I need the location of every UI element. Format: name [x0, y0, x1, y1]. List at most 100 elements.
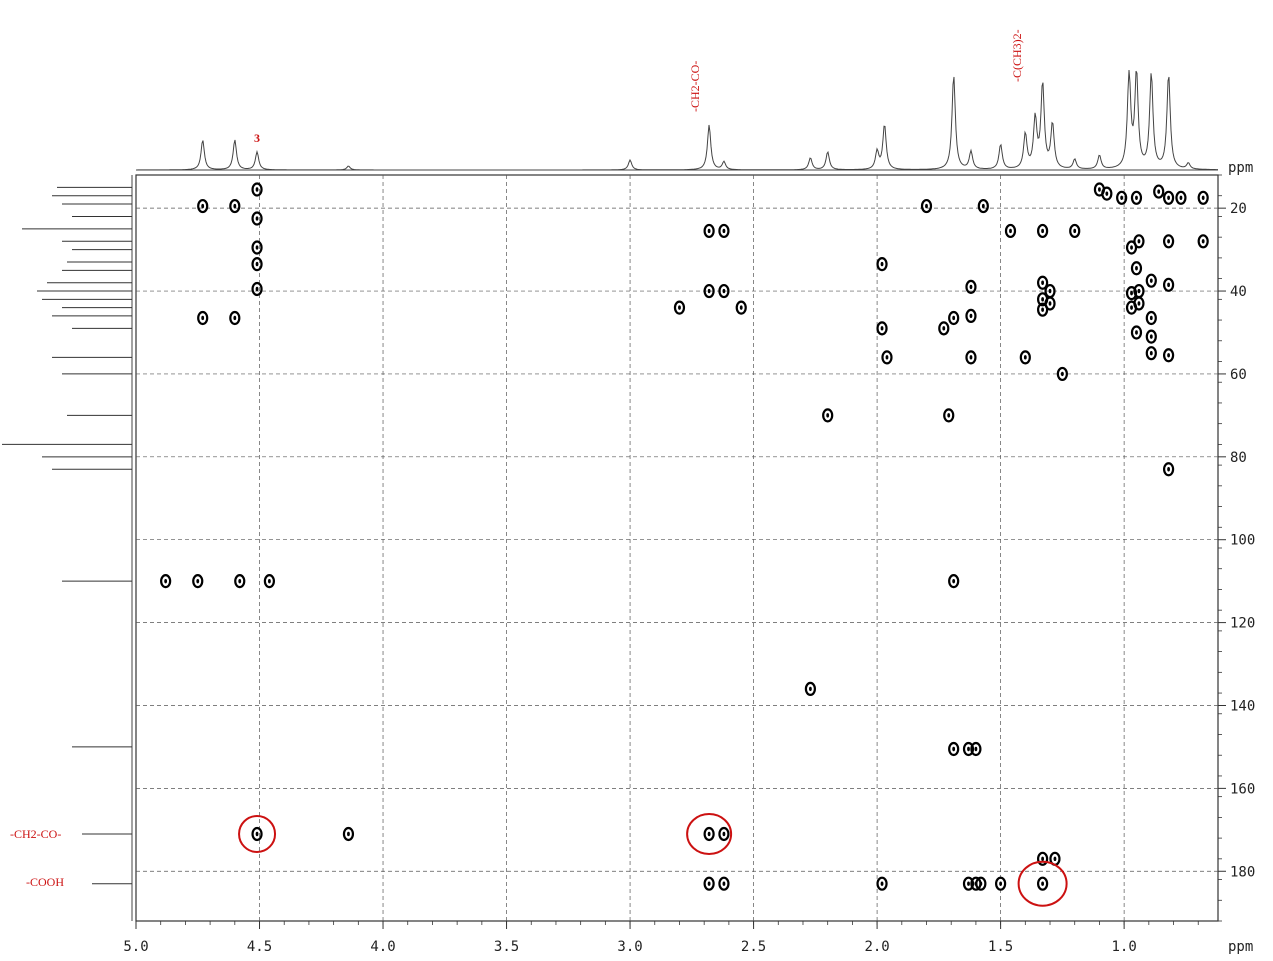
- y-tick-label: 80: [1230, 450, 1247, 466]
- cross-peak: [703, 283, 715, 299]
- cross-peak: [251, 182, 263, 197]
- cross-peak-core: [255, 216, 259, 221]
- cross-peak: [881, 350, 893, 365]
- cross-peak-core: [808, 686, 812, 692]
- cross-peak-core: [952, 578, 956, 584]
- cross-peak: [1044, 296, 1056, 311]
- cross-peak-core: [981, 203, 985, 209]
- x-axis-unit-label: ppm: [1228, 939, 1253, 955]
- annotation-cch3-proton: -C(CH3)2-: [1010, 29, 1024, 82]
- cross-peak: [1175, 190, 1187, 205]
- cross-peak: [1153, 184, 1165, 199]
- cross-peak: [1125, 286, 1138, 301]
- proton-projection-spectrum: [136, 69, 1218, 171]
- cross-peak-core: [1053, 856, 1057, 862]
- cross-peak-core: [1130, 305, 1133, 310]
- cross-peak-core: [1167, 353, 1170, 358]
- y-tick-label: 120: [1230, 616, 1255, 632]
- cross-peak: [962, 741, 975, 757]
- cross-peak: [735, 300, 747, 315]
- highlight-circle: [238, 814, 277, 853]
- cross-peak-core: [1135, 266, 1138, 271]
- cross-peak-core: [1009, 228, 1012, 234]
- cross-peak-core: [739, 305, 743, 310]
- x-tick-label: 1.0: [1111, 939, 1136, 955]
- annotation-ch2co-proton: -CH2-CO-: [688, 61, 702, 112]
- cross-peak-core: [722, 228, 726, 234]
- cross-peak-core: [925, 203, 928, 209]
- cross-peak-core: [885, 355, 889, 360]
- x-tick-label: 4.0: [370, 939, 395, 955]
- cross-peak-core: [969, 313, 973, 319]
- y-tick-label: 100: [1230, 533, 1255, 549]
- cross-peak: [977, 198, 989, 214]
- cross-peak-core: [1179, 195, 1183, 200]
- cross-peak-core: [969, 355, 973, 360]
- plot-frame: [135, 174, 1219, 922]
- cross-peak-core: [880, 881, 884, 886]
- cross-peak-core: [1041, 280, 1045, 285]
- cross-peak: [1037, 275, 1049, 290]
- cross-peak-core: [255, 261, 259, 267]
- cross-peak-core: [255, 245, 259, 250]
- cross-peak-core: [1149, 278, 1153, 283]
- axes: 5.0 4.5 4.0 3.5 3.0 2.5 2.0 1.5 1.0 20 40 60 80 100 12…: [123, 174, 1255, 955]
- cross-peak: [229, 310, 241, 326]
- cross-peak-core: [969, 284, 973, 290]
- cross-peak: [251, 240, 263, 255]
- cross-peak: [718, 876, 730, 891]
- cross-peak: [1145, 329, 1157, 344]
- cross-peak: [718, 283, 730, 299]
- cross-peak: [1019, 350, 1031, 365]
- cross-peak: [1162, 234, 1175, 249]
- y-axis-unit-label: ppm: [1228, 160, 1253, 176]
- y-tick-label: 140: [1230, 698, 1255, 714]
- cross-peak-core: [1073, 228, 1077, 234]
- cross-peak: [975, 876, 987, 891]
- cross-peak: [1069, 223, 1081, 239]
- cross-peak: [948, 574, 960, 589]
- cross-peak: [804, 681, 816, 697]
- cross-peak-core: [1060, 371, 1064, 377]
- cross-peak-core: [233, 315, 237, 321]
- cross-peak: [965, 350, 977, 365]
- cross-peak-core: [1137, 239, 1141, 244]
- cross-peak-core: [1201, 195, 1205, 200]
- cross-peak-core: [201, 203, 205, 209]
- cross-peak: [197, 198, 209, 214]
- cross-peak-core: [255, 187, 259, 192]
- cross-peak: [943, 408, 955, 423]
- cross-peak-core: [1048, 288, 1052, 294]
- highlight-circle: [686, 812, 733, 855]
- cross-peak-core: [880, 326, 884, 331]
- cross-peak-core: [942, 326, 946, 331]
- cross-peak-core: [1137, 301, 1141, 306]
- cross-peak: [1162, 277, 1175, 292]
- cross-peak: [160, 574, 172, 589]
- x-tick-label: 4.5: [247, 939, 272, 955]
- cross-peak: [342, 826, 355, 842]
- cross-peak-core: [233, 203, 237, 209]
- y-tick-label: 60: [1230, 367, 1247, 383]
- cross-peak: [703, 223, 715, 239]
- cross-peak-core: [1041, 297, 1045, 302]
- cross-peak-core: [1023, 355, 1027, 360]
- y-tick-label: 20: [1230, 201, 1247, 217]
- cross-peak: [703, 876, 715, 891]
- cross-peak: [1130, 190, 1143, 205]
- cross-peak: [703, 826, 715, 842]
- cross-peak: [1197, 190, 1209, 205]
- x-tick-label: 2.5: [741, 939, 766, 955]
- grid-lines: [136, 175, 1218, 921]
- cross-peak-core: [979, 881, 983, 886]
- cross-peak-core: [1041, 228, 1045, 234]
- cross-peak-core: [196, 578, 200, 584]
- cross-peak: [920, 198, 933, 214]
- cross-peak-core: [1149, 334, 1153, 339]
- cross-peak: [251, 257, 263, 272]
- cross-peak-core: [722, 881, 726, 886]
- cross-peak-core: [255, 831, 259, 837]
- y-tick-label: 40: [1230, 284, 1247, 300]
- cross-peak: [718, 826, 730, 842]
- cross-peak: [970, 741, 982, 757]
